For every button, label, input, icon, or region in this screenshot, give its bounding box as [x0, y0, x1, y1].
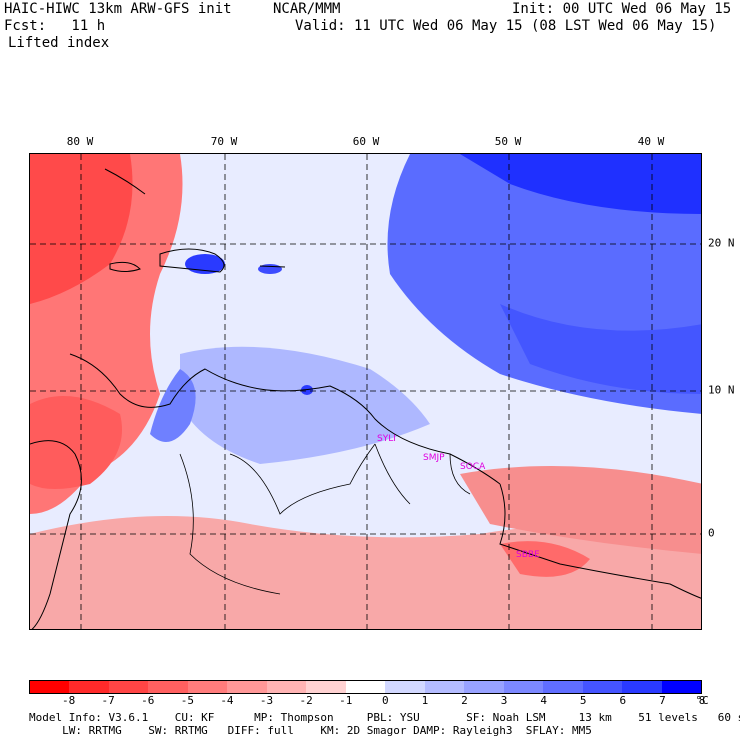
init-time: Init: 00 UTC Wed 06 May 15 — [512, 1, 732, 17]
colorbar-tick-label: -6 — [141, 694, 155, 707]
lon-label-70w: 70 W — [210, 135, 238, 148]
lon-label-40w: 40 W — [637, 135, 665, 148]
coastline-pacific — [30, 440, 82, 629]
colorbar-swatch — [227, 681, 267, 693]
station-syli: SYLI — [377, 434, 396, 444]
colorbar-swatch — [30, 681, 70, 693]
colorbar-tick-label: 1 — [421, 694, 429, 707]
colorbar-tick-label: 5 — [579, 694, 587, 707]
colorbar-tick-label: -5 — [180, 694, 194, 707]
colorbar-swatch — [582, 681, 623, 693]
field-name: Lifted index — [8, 35, 110, 51]
colorbar-tick-label: 8 — [698, 694, 706, 707]
coastline-hispaniola — [159, 248, 225, 273]
very-stable-core — [460, 154, 701, 214]
border-suriname-guiana — [449, 453, 471, 495]
unstable-patch-colombia — [30, 396, 122, 489]
lat-label-0: 0 — [708, 526, 715, 540]
colorbar-tick-label: 3 — [500, 694, 508, 707]
colorbar-tick-label: 2 — [461, 694, 468, 707]
unstable-band-atlantic — [460, 466, 701, 554]
colorbar-tick-label: 6 — [619, 694, 627, 707]
colorbar-swatch — [187, 681, 228, 693]
lon-label-60w: 60 W — [352, 135, 380, 148]
coastlines — [30, 168, 701, 629]
model-info-line2: LW: RRTMG SW: RRTMG DIFF: full KM: 2D Sm… — [29, 724, 592, 737]
colorbar-swatch — [108, 681, 149, 693]
coastline-brazil — [499, 483, 701, 599]
stable-patch-puerto-rico — [258, 264, 282, 274]
stable-patch-venezuela — [150, 369, 196, 442]
colorbar-swatch — [622, 681, 662, 693]
valid-time: Valid: 11 UTC Wed 06 May 15 (08 LST Wed … — [295, 18, 717, 34]
coastline-jamaica — [109, 261, 141, 272]
colorbar — [29, 680, 702, 694]
border-guyana-suriname — [374, 443, 411, 505]
colorbar-tick-label: -2 — [299, 694, 313, 707]
borders — [179, 443, 471, 595]
org-label: NCAR/MMM — [273, 1, 341, 17]
forecast-hour: Fcst: 11 h — [4, 18, 106, 34]
colorbar-tick-label: -7 — [101, 694, 115, 707]
coastline-puerto-rico — [259, 265, 286, 268]
colorbar-tick-label: 4 — [540, 694, 547, 707]
colorbar-tick-label: -1 — [339, 694, 353, 707]
lat-lon-grid — [30, 154, 701, 629]
colorbar-tick-label: -8 — [61, 694, 76, 707]
colorbar-swatch — [148, 681, 188, 693]
colorbar-swatch — [661, 681, 701, 693]
lon-label-50w: 50 W — [494, 135, 522, 148]
model-title: HAIC-HIWC 13km ARW-GFS init — [4, 1, 232, 17]
colorbar-swatch — [424, 681, 465, 693]
colorbar-tick-label: -3 — [259, 694, 274, 707]
lat-label-10n: 10 N — [708, 383, 735, 397]
colorbar-swatch — [543, 681, 583, 693]
stable-band — [500, 304, 701, 394]
colorbar-swatch — [266, 681, 307, 693]
model-info-line1: Model Info: V3.6.1 CU: KF MP: Thompson P… — [29, 711, 740, 724]
map-canvas: SYLI SMJP SOCA SBBE — [30, 154, 701, 629]
colorbar-swatch — [464, 681, 504, 693]
border-colombia-peru — [179, 453, 281, 595]
station-sbbe: SBBE — [516, 550, 540, 560]
coastline-south-america-north — [69, 353, 501, 485]
colorbar-swatch — [306, 681, 346, 693]
colorbar-swatch — [385, 681, 425, 693]
moderate-stable-central — [180, 346, 430, 464]
colorbar-tick-label: 7 — [659, 694, 666, 707]
colorbar-swatch — [503, 681, 544, 693]
colorbar-swatch — [345, 681, 386, 693]
coastline-cuba — [104, 168, 146, 195]
colorbar-tick-label: 0 — [381, 694, 389, 707]
border-venezuela-brazil — [229, 443, 376, 515]
colorbar-swatch — [69, 681, 109, 693]
lifted-index-map: SYLI SMJP SOCA SBBE — [29, 153, 702, 630]
station-soca: SOCA — [460, 462, 486, 472]
station-smjp: SMJP — [423, 453, 445, 463]
lon-label-80w: 80 W — [66, 135, 94, 148]
colorbar-unit: °C — [695, 694, 709, 707]
lat-label-20n: 20 N — [708, 236, 735, 250]
colorbar-tick-label: -4 — [220, 694, 234, 707]
